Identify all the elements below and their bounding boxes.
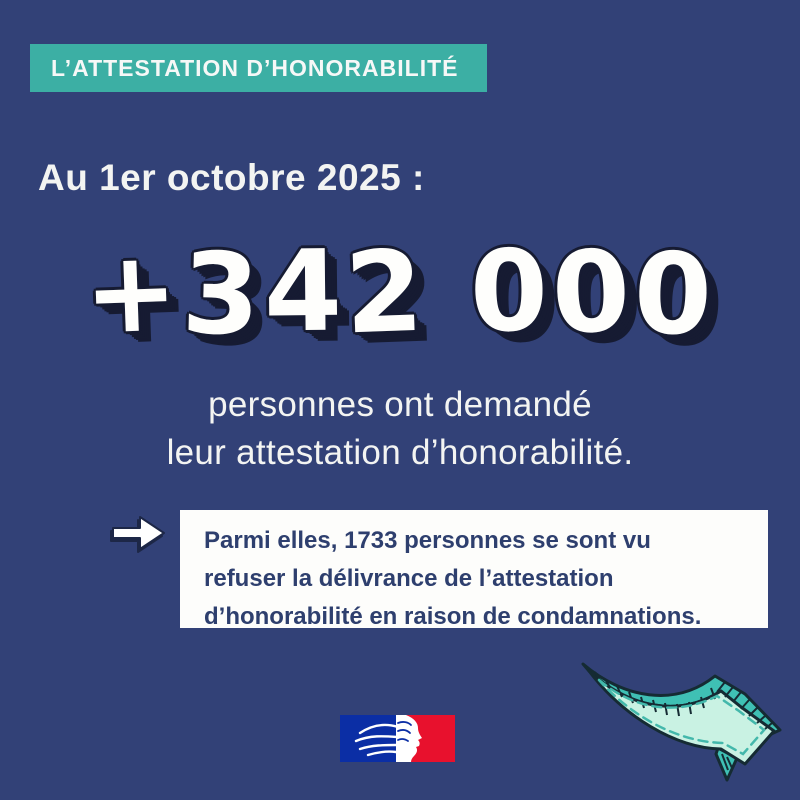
callout-line-1: Parmi elles, 1733 personnes se sont vu [204,527,651,554]
marianne-profile [396,715,422,762]
statistic-description: personnes ont demandé leur attestation d… [0,381,800,477]
topic-badge: L’ATTESTATION D’HONORABILITÉ [30,44,487,92]
date-heading: Au 1er octobre 2025 : [38,157,425,198]
big-statistic-number: +342 000 [81,226,718,361]
french-government-marianne-logo [340,715,455,762]
callout-line-2: refuser la délivrance de l’attestation [204,565,614,592]
decorative-swipe-arrow-icon [581,662,782,782]
refusals-callout-box: Parmi elles, 1733 personnes se sont vu r… [180,510,768,630]
statistic-description-line1: personnes ont demandé [208,385,592,424]
topic-badge-label: L’ATTESTATION D’HONORABILITÉ [51,54,459,81]
right-arrow-icon [112,516,165,550]
marianne-hair-strokes [354,723,400,757]
callout-line-3: d’honorabilité en raison de condamnation… [204,603,702,630]
statistic-description-line2: leur attestation d’honorabilité. [166,433,634,472]
